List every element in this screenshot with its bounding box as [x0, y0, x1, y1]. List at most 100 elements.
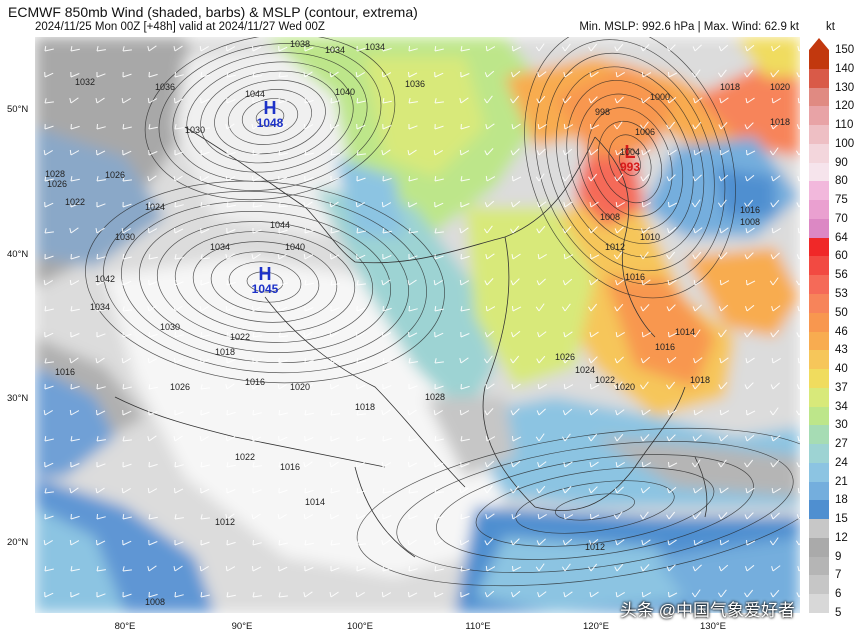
lon-label-100e: 100°E — [347, 621, 373, 632]
wind-barb — [252, 205, 262, 208]
wind-barb — [122, 97, 131, 104]
wind-barb — [122, 439, 132, 442]
wind-barb — [538, 173, 545, 182]
wind-barb — [356, 254, 366, 260]
wind-barb — [174, 387, 184, 390]
wind-barb-flag — [718, 124, 722, 130]
wind-barb-flag — [44, 488, 47, 494]
isobar-line — [228, 89, 312, 145]
wind-barb — [616, 433, 624, 442]
wind-barb-flag — [252, 71, 255, 78]
wind-barb-flag — [278, 332, 281, 338]
wind-barb-flag — [44, 98, 47, 104]
wind-barb — [564, 538, 573, 546]
wind-barb-flag — [537, 202, 540, 208]
wind-barb — [486, 95, 493, 104]
wind-barb — [720, 280, 730, 286]
wind-barb-flag — [512, 45, 514, 52]
wind-barb-flag — [771, 228, 774, 234]
wind-barb — [668, 356, 677, 364]
lat-label-20n: 20°N — [7, 537, 29, 548]
wind-barb — [434, 255, 444, 260]
wind-barb-flag — [304, 540, 307, 546]
wind-barb — [44, 515, 54, 520]
wind-barb-flag — [693, 488, 696, 494]
wind-barb — [538, 148, 546, 156]
wind-barb-flag — [433, 150, 436, 156]
wind-barb-flag — [408, 357, 411, 364]
wind-barb-flag — [252, 175, 254, 182]
wind-barb — [772, 305, 781, 312]
wind-barb — [486, 566, 496, 572]
wind-barb-flag — [459, 357, 462, 364]
wind-barb — [304, 412, 314, 416]
wind-barb — [330, 461, 339, 468]
colorbar-segment — [809, 162, 829, 182]
wind-barb-flag — [563, 461, 566, 468]
wind-barb — [564, 173, 571, 182]
wind-barb — [668, 251, 676, 260]
wind-barb-flag — [483, 358, 488, 364]
wind-barb — [148, 358, 158, 364]
wind-barb — [44, 231, 54, 234]
wind-barb-flag — [693, 540, 696, 546]
wind-barb-flag — [459, 279, 462, 286]
wind-barb — [642, 511, 649, 520]
wind-barb-flag — [589, 332, 592, 338]
wind-barb — [512, 200, 521, 208]
wind-barb-flag — [537, 514, 540, 520]
wind-barb — [564, 278, 573, 286]
colorbar-extend-arrow — [809, 38, 829, 50]
wind-barb-flag — [615, 592, 618, 598]
wind-barb — [278, 513, 287, 520]
wind-barb-flag — [121, 488, 124, 494]
wind-barb — [252, 282, 262, 286]
colorbar-level-label: 130 — [835, 81, 855, 94]
colorbar-level-label: 90 — [835, 156, 848, 169]
wind-barb — [564, 563, 571, 572]
wind-barb — [44, 202, 54, 208]
wind-barb — [590, 514, 600, 520]
wind-barb — [330, 124, 340, 130]
wind-barb — [538, 563, 545, 572]
wind-barb-flag — [745, 358, 748, 364]
wind-barb-flag — [251, 384, 254, 390]
wind-barb-flag — [744, 254, 748, 260]
wind-barb — [408, 592, 418, 598]
wind-barb — [772, 537, 779, 546]
wind-barb — [304, 99, 314, 104]
wind-barb-flag — [693, 410, 696, 416]
wind-barb — [96, 593, 106, 598]
wind-barb — [278, 253, 287, 260]
wind-barb-flag — [511, 254, 514, 260]
wind-barb — [174, 151, 184, 156]
wind-barb-flag — [588, 488, 592, 494]
wind-barb — [746, 589, 754, 598]
wind-barb — [616, 251, 623, 260]
wind-barb — [330, 201, 339, 208]
wind-barb — [642, 226, 651, 234]
wind-barb-flag — [174, 513, 177, 520]
wind-barb — [590, 124, 600, 130]
wind-barb — [356, 543, 366, 546]
wind-barb — [96, 203, 106, 208]
wind-barb — [226, 383, 235, 390]
isobar-label: 1026 — [555, 352, 576, 362]
wind-barb-flag — [459, 149, 462, 156]
wind-barb — [304, 514, 314, 520]
wind-barb — [772, 565, 781, 572]
wind-barb-flag — [381, 461, 384, 468]
isobar-label: 1016 — [625, 272, 646, 282]
wind-barb-flag — [640, 436, 644, 442]
wind-barb — [512, 355, 520, 364]
wind-barb — [486, 253, 495, 260]
isobar-label: 1022 — [235, 452, 256, 462]
wind-barb-flag — [589, 540, 592, 546]
valid-time-subtitle: 2024/11/25 Mon 00Z [+48h] valid at 2024/… — [35, 21, 325, 33]
wind-barb — [356, 360, 366, 364]
wind-barb — [720, 252, 728, 260]
wind-barb-flag — [537, 592, 540, 598]
wind-barb — [148, 98, 158, 104]
wind-barb — [200, 74, 210, 78]
wind-map-panel[interactable]: H 1048 H 1045 L 993 1038 1034 1034 1036 1032… — [35, 37, 800, 613]
